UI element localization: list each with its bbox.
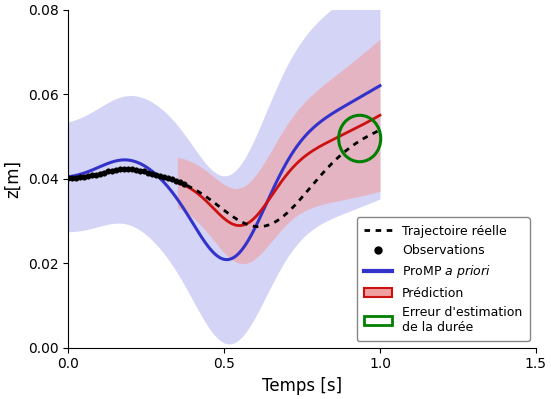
Legend: Trajectoire réelle, Observations, ProMP $a$ $priori$, Prédiction, Erreur d'estim: Trajectoire réelle, Observations, ProMP … <box>357 217 530 341</box>
Y-axis label: z[m]: z[m] <box>4 160 22 198</box>
X-axis label: Temps [s]: Temps [s] <box>262 377 342 395</box>
